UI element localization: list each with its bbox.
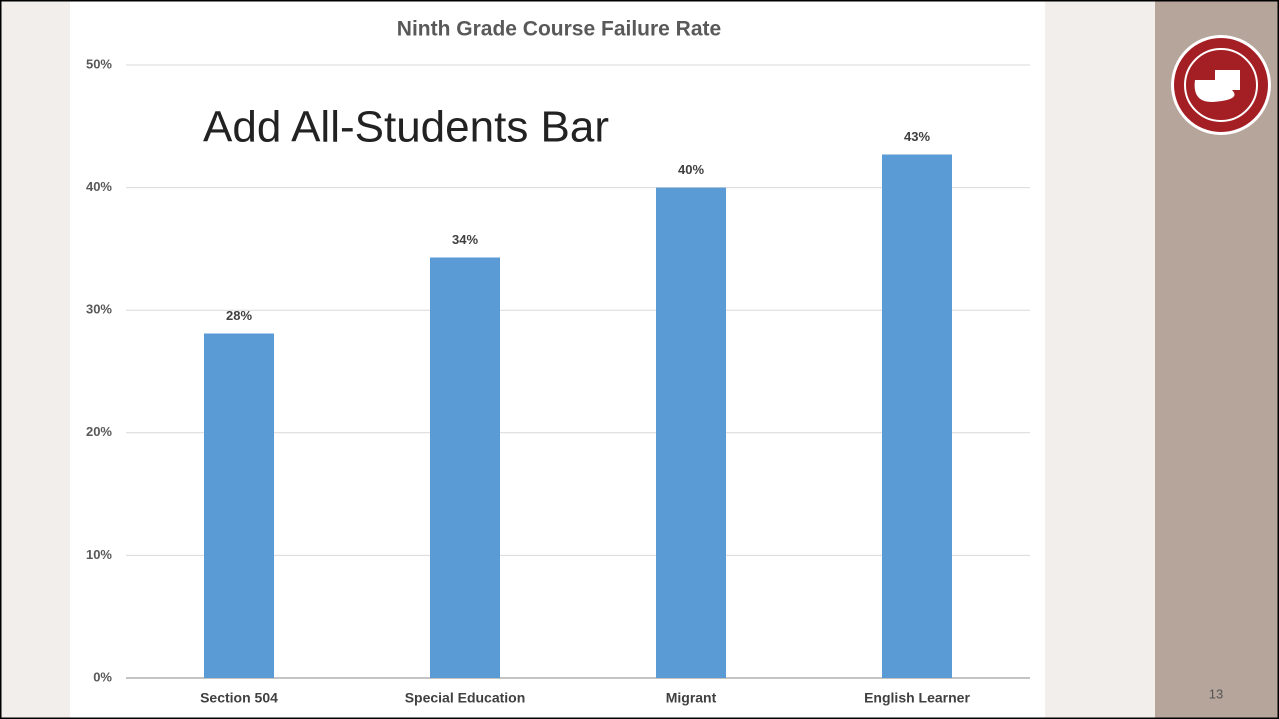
x-tick-label: Migrant (666, 690, 717, 706)
y-tick-label: 20% (86, 424, 112, 439)
x-tick-label: English Learner (864, 690, 970, 706)
data-label: 43% (904, 129, 930, 144)
x-tick-label: Special Education (405, 690, 526, 706)
slide-text: Add All-Students Bar (203, 103, 609, 152)
bar (882, 154, 952, 679)
y-tick-label: 0% (93, 669, 112, 684)
bar (656, 187, 726, 678)
logo (1171, 35, 1271, 135)
x-tick-label: Section 504 (200, 690, 278, 706)
y-tick-label: 40% (86, 179, 112, 194)
y-tick-label: 50% (86, 56, 112, 71)
data-label: 34% (452, 232, 478, 247)
logo-inner-ring (1184, 48, 1258, 122)
bar (430, 257, 500, 678)
chart-title: Ninth Grade Course Failure Rate (397, 18, 721, 41)
logo-lamp (1194, 70, 1240, 102)
y-tick-label: 10% (86, 547, 112, 562)
page-number: 13 (1209, 686, 1223, 701)
y-tick-label: 30% (86, 302, 112, 317)
data-label: 28% (226, 308, 252, 323)
bar (204, 333, 274, 678)
data-label: 40% (678, 162, 704, 177)
